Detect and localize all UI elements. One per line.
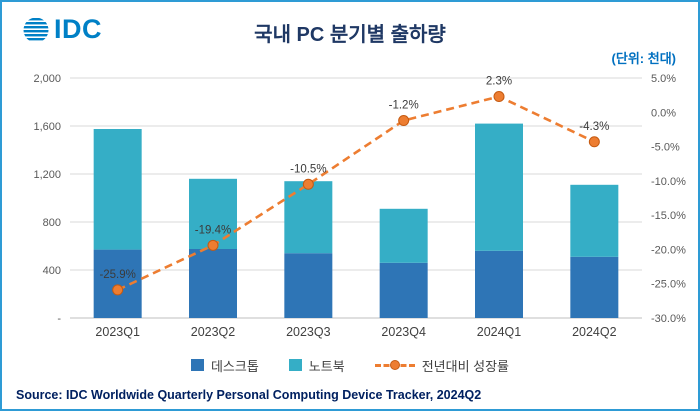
svg-text:-: - (57, 313, 61, 325)
svg-text:-19.4%: -19.4% (195, 224, 231, 236)
right-axis-labels: 5.0% 0.0% -5.0% -10.0% -15.0% -20.0% -25.0% -30… (651, 73, 686, 325)
svg-text:2,000: 2,000 (33, 73, 61, 85)
svg-text:2024Q2: 2024Q2 (572, 325, 617, 339)
bar-notebook-2023Q3 (284, 181, 333, 254)
gridlines (70, 77, 642, 319)
category-labels: 2023Q1 2023Q2 2023Q3 2023Q4 2024Q1 2024Q2 (95, 325, 616, 339)
growth-point-2023Q2 (207, 239, 219, 251)
bars-desktop (93, 249, 619, 318)
svg-text:800: 800 (43, 217, 61, 229)
unit-label: (단위: 천대) (611, 51, 676, 66)
svg-text:-4.3%: -4.3% (579, 121, 609, 133)
idc-logo-text: IDC (54, 14, 102, 44)
bar-desktop-2023Q3 (284, 253, 333, 318)
legend-label-notebook: 노트북 (308, 358, 345, 374)
desktop-swatch-icon (190, 359, 204, 371)
chart-header: IDC 국내 PC 분기별 출하량 (단위: 천대) (2, 2, 698, 66)
bar-notebook-2023Q1 (93, 129, 142, 250)
svg-text:-10.0%: -10.0% (651, 176, 686, 188)
svg-text:2.3%: 2.3% (486, 76, 512, 88)
legend-item-desktop: 데스크톱 (190, 356, 259, 375)
chart-legend: 데스크톱 노트북 전년대비 성장률 (2, 352, 698, 378)
svg-text:-25.0%: -25.0% (651, 279, 686, 291)
growth-point-2023Q1 (112, 284, 124, 296)
bar-notebook-2024Q1 (475, 123, 523, 251)
growth-point-2023Q4 (398, 115, 410, 127)
svg-text:-5.0%: -5.0% (651, 142, 680, 154)
legend-item-growth: 전년대비 성장률 (374, 356, 510, 375)
chart-title: 국내 PC 분기별 출하량 (254, 24, 446, 46)
svg-text:-30.0%: -30.0% (651, 313, 686, 325)
svg-text:2023Q4: 2023Q4 (381, 325, 426, 339)
svg-text:5.0%: 5.0% (651, 73, 676, 85)
svg-text:2024Q1: 2024Q1 (477, 325, 522, 339)
growth-point-2024Q1 (493, 91, 505, 103)
svg-text:400: 400 (43, 265, 61, 277)
bar-desktop-2023Q2 (189, 249, 237, 318)
growth-point-2024Q2 (588, 136, 600, 148)
svg-text:-20.0%: -20.0% (651, 244, 686, 256)
legend-label-desktop: 데스크톱 (210, 358, 259, 374)
svg-text:-10.5%: -10.5% (290, 163, 326, 175)
bar-notebook-2023Q4 (379, 208, 428, 263)
idc-logo: IDC (22, 14, 102, 45)
notebook-swatch-icon (288, 359, 302, 371)
legend-item-notebook: 노트북 (288, 356, 345, 375)
bar-desktop-2024Q2 (570, 256, 619, 318)
bar-notebook-2023Q2 (189, 178, 237, 249)
idc-globe-icon (23, 17, 49, 40)
growth-labels: -25.9% -19.4% -10.5% -1.2% 2.3% -4.3% (99, 76, 609, 281)
svg-text:1,200: 1,200 (33, 169, 61, 181)
svg-text:2023Q3: 2023Q3 (286, 325, 331, 339)
svg-text:-15.0%: -15.0% (651, 210, 686, 222)
bars-notebook (93, 123, 619, 263)
svg-text:0.0%: 0.0% (651, 107, 676, 119)
growth-line (112, 91, 600, 296)
legend-label-growth: 전년대비 성장률 (421, 358, 510, 374)
bar-desktop-2023Q4 (379, 262, 428, 318)
growth-point-2023Q3 (302, 178, 314, 190)
svg-text:-1.2%: -1.2% (389, 100, 419, 112)
svg-text:2023Q2: 2023Q2 (191, 325, 236, 339)
bar-notebook-2024Q2 (570, 184, 619, 257)
bar-desktop-2023Q1 (93, 249, 142, 318)
left-axis-labels: 2,000 1,600 1,200 800 400 - (33, 73, 61, 325)
svg-text:2023Q1: 2023Q1 (95, 325, 140, 339)
chart-plot-area: 2,0001,6001,200800400-5.0%0.0%-5.0%-10.0… (33, 73, 686, 339)
growth-line-swatch-icon (374, 360, 415, 370)
svg-text:-25.9%: -25.9% (99, 269, 135, 281)
svg-text:1,600: 1,600 (33, 121, 61, 133)
source-text: Source: IDC Worldwide Quarterly Personal… (16, 388, 482, 402)
bar-desktop-2024Q1 (475, 250, 523, 318)
